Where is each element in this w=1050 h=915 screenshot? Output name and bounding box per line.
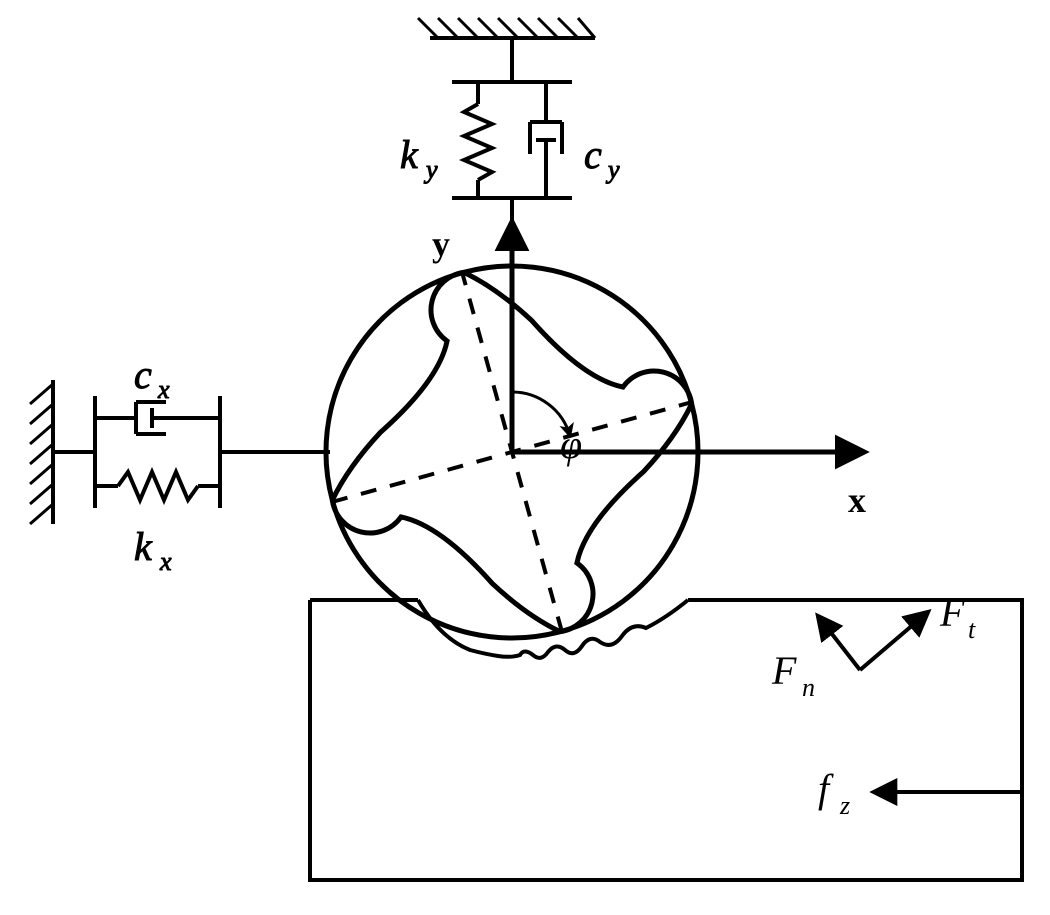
workpiece [310, 600, 1022, 880]
fz-label: f [818, 766, 834, 811]
cx-sub: x [157, 375, 170, 404]
cy-sub: y [605, 155, 620, 184]
Fn-sub: n [802, 673, 815, 702]
fz-sub: z [839, 791, 850, 820]
y-axis-label: y [432, 224, 450, 264]
kx-sub: x [159, 547, 172, 576]
feed-arrow: f z [818, 766, 1022, 820]
spring-damper-x: c x k x [30, 352, 330, 576]
Fn-label: F [771, 648, 797, 693]
kx-label: k [134, 524, 153, 569]
angle-label: φ [560, 422, 582, 467]
force-Fn: F n [771, 616, 860, 702]
ky-sub: y [423, 155, 438, 184]
cx-label: c [134, 352, 152, 397]
ky-label: k [400, 132, 419, 177]
Ft-sub: t [968, 615, 976, 644]
x-axis-label: x [848, 480, 866, 520]
angle-arc: φ [512, 392, 582, 467]
cy-label: c [584, 132, 602, 177]
spring-damper-y: k y c y [400, 18, 620, 222]
Ft-label: F [939, 590, 965, 635]
